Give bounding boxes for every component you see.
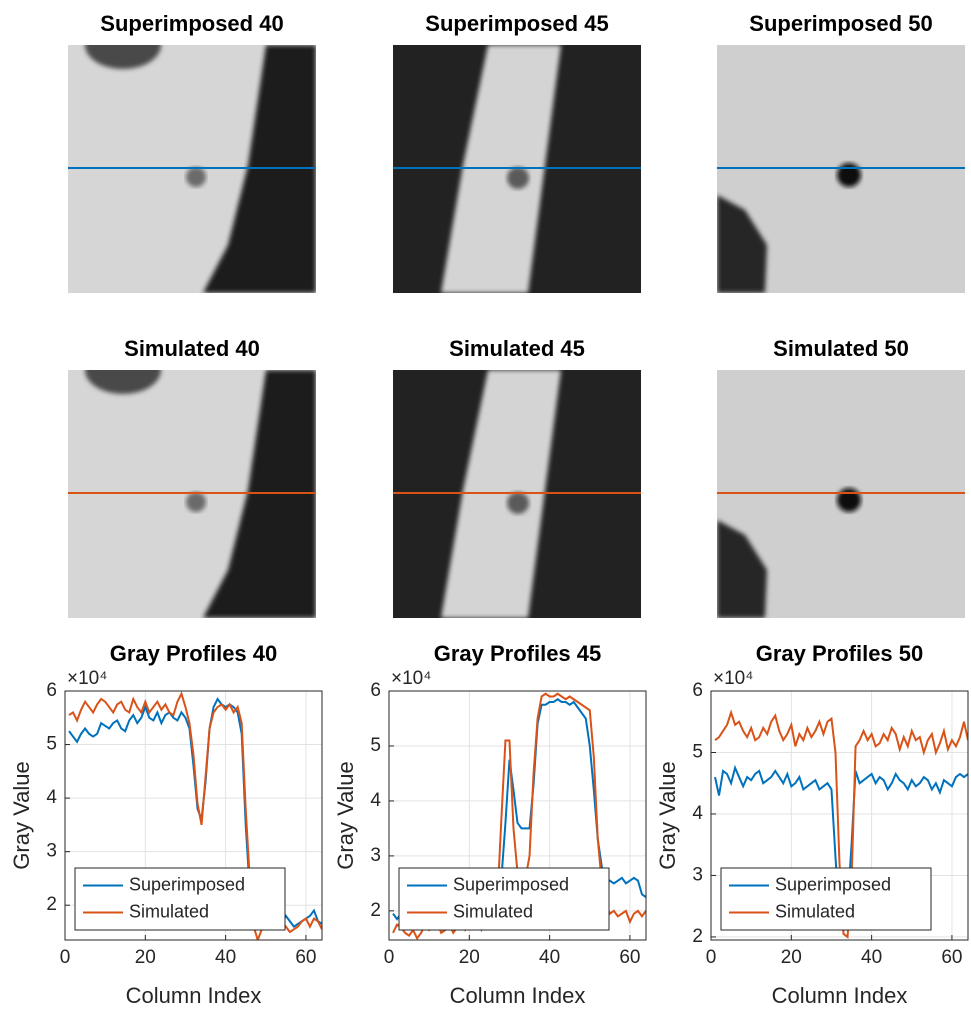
chart-title: Gray Profiles 40	[110, 641, 278, 666]
x-axis-label: Column Index	[450, 983, 586, 1008]
y-tick-label: 3	[692, 864, 703, 885]
image-spot	[507, 492, 529, 514]
image-spot	[507, 167, 529, 189]
axis-multiplier: ×10⁴	[67, 668, 107, 689]
y-tick-label: 3	[370, 845, 381, 866]
y-tick-label: 6	[370, 680, 381, 701]
image	[393, 45, 641, 293]
panel-title: Superimposed 40	[100, 11, 283, 36]
x-tick-label: 20	[781, 947, 802, 968]
image	[717, 370, 965, 618]
x-tick-label: 0	[60, 947, 71, 968]
y-tick-label: 5	[370, 735, 381, 756]
legend-box	[74, 867, 286, 931]
x-tick-label: 60	[619, 947, 640, 968]
panel-title: Superimposed 45	[425, 11, 608, 36]
legend-label: Superimposed	[129, 874, 245, 894]
x-tick-label: 0	[384, 947, 395, 968]
image-shapes	[717, 195, 767, 293]
y-axis-label: Gray Value	[9, 761, 34, 869]
legend-label: Simulated	[129, 901, 209, 921]
legend-label: Simulated	[775, 901, 855, 921]
y-tick-label: 4	[370, 790, 381, 811]
image-region	[717, 195, 767, 293]
x-tick-label: 40	[215, 947, 236, 968]
panel-title: Simulated 40	[124, 336, 260, 361]
y-tick-label: 2	[46, 894, 57, 915]
y-tick-label: 6	[692, 680, 703, 701]
y-tick-label: 5	[692, 741, 703, 762]
y-tick-label: 5	[46, 734, 57, 755]
chart-title: Gray Profiles 50	[756, 641, 924, 666]
image-content	[717, 370, 965, 618]
y-tick-label: 4	[692, 803, 703, 824]
y-tick-label: 4	[46, 787, 57, 808]
image-shapes	[717, 520, 767, 618]
x-tick-label: 20	[135, 947, 156, 968]
legend-box	[398, 867, 610, 931]
panel-title: Simulated 50	[773, 336, 909, 361]
image-region	[85, 45, 161, 69]
legend-label: Superimposed	[453, 874, 569, 894]
image-content	[393, 45, 641, 293]
axis-multiplier: ×10⁴	[391, 668, 431, 689]
legend-label: Simulated	[453, 901, 533, 921]
x-tick-label: 40	[539, 947, 560, 968]
image	[68, 45, 316, 293]
image-spot	[186, 492, 206, 512]
legend-box	[720, 867, 932, 931]
y-tick-label: 6	[46, 680, 57, 701]
axes-box	[388, 690, 647, 941]
y-tick-label: 3	[46, 841, 57, 862]
image-spot	[186, 167, 206, 187]
chart-title: Gray Profiles 45	[434, 641, 602, 666]
image-region	[717, 520, 767, 618]
x-tick-label: 60	[295, 947, 316, 968]
x-tick-label: 40	[861, 947, 882, 968]
image-spot	[837, 163, 861, 187]
image-content	[393, 370, 641, 618]
y-tick-label: 2	[692, 926, 703, 947]
x-tick-label: 20	[459, 947, 480, 968]
y-axis-label: Gray Value	[333, 761, 358, 869]
image-region	[85, 370, 161, 394]
image	[393, 370, 641, 618]
x-axis-label: Column Index	[772, 983, 908, 1008]
panel-title: Simulated 45	[449, 336, 585, 361]
y-tick-label: 2	[370, 900, 381, 921]
axes-box	[64, 690, 323, 941]
legend-label: Superimposed	[775, 874, 891, 894]
image-spot	[837, 488, 861, 512]
image-content	[717, 45, 965, 293]
axis-multiplier: ×10⁴	[713, 668, 753, 689]
x-tick-label: 0	[706, 947, 717, 968]
y-axis-label: Gray Value	[655, 761, 680, 869]
axes-box	[710, 690, 969, 941]
panel-title: Superimposed 50	[749, 11, 932, 36]
image-content	[68, 370, 316, 618]
image	[68, 370, 316, 618]
x-axis-label: Column Index	[126, 983, 262, 1008]
image-content	[68, 45, 316, 293]
image	[717, 45, 965, 293]
x-tick-label: 60	[941, 947, 962, 968]
